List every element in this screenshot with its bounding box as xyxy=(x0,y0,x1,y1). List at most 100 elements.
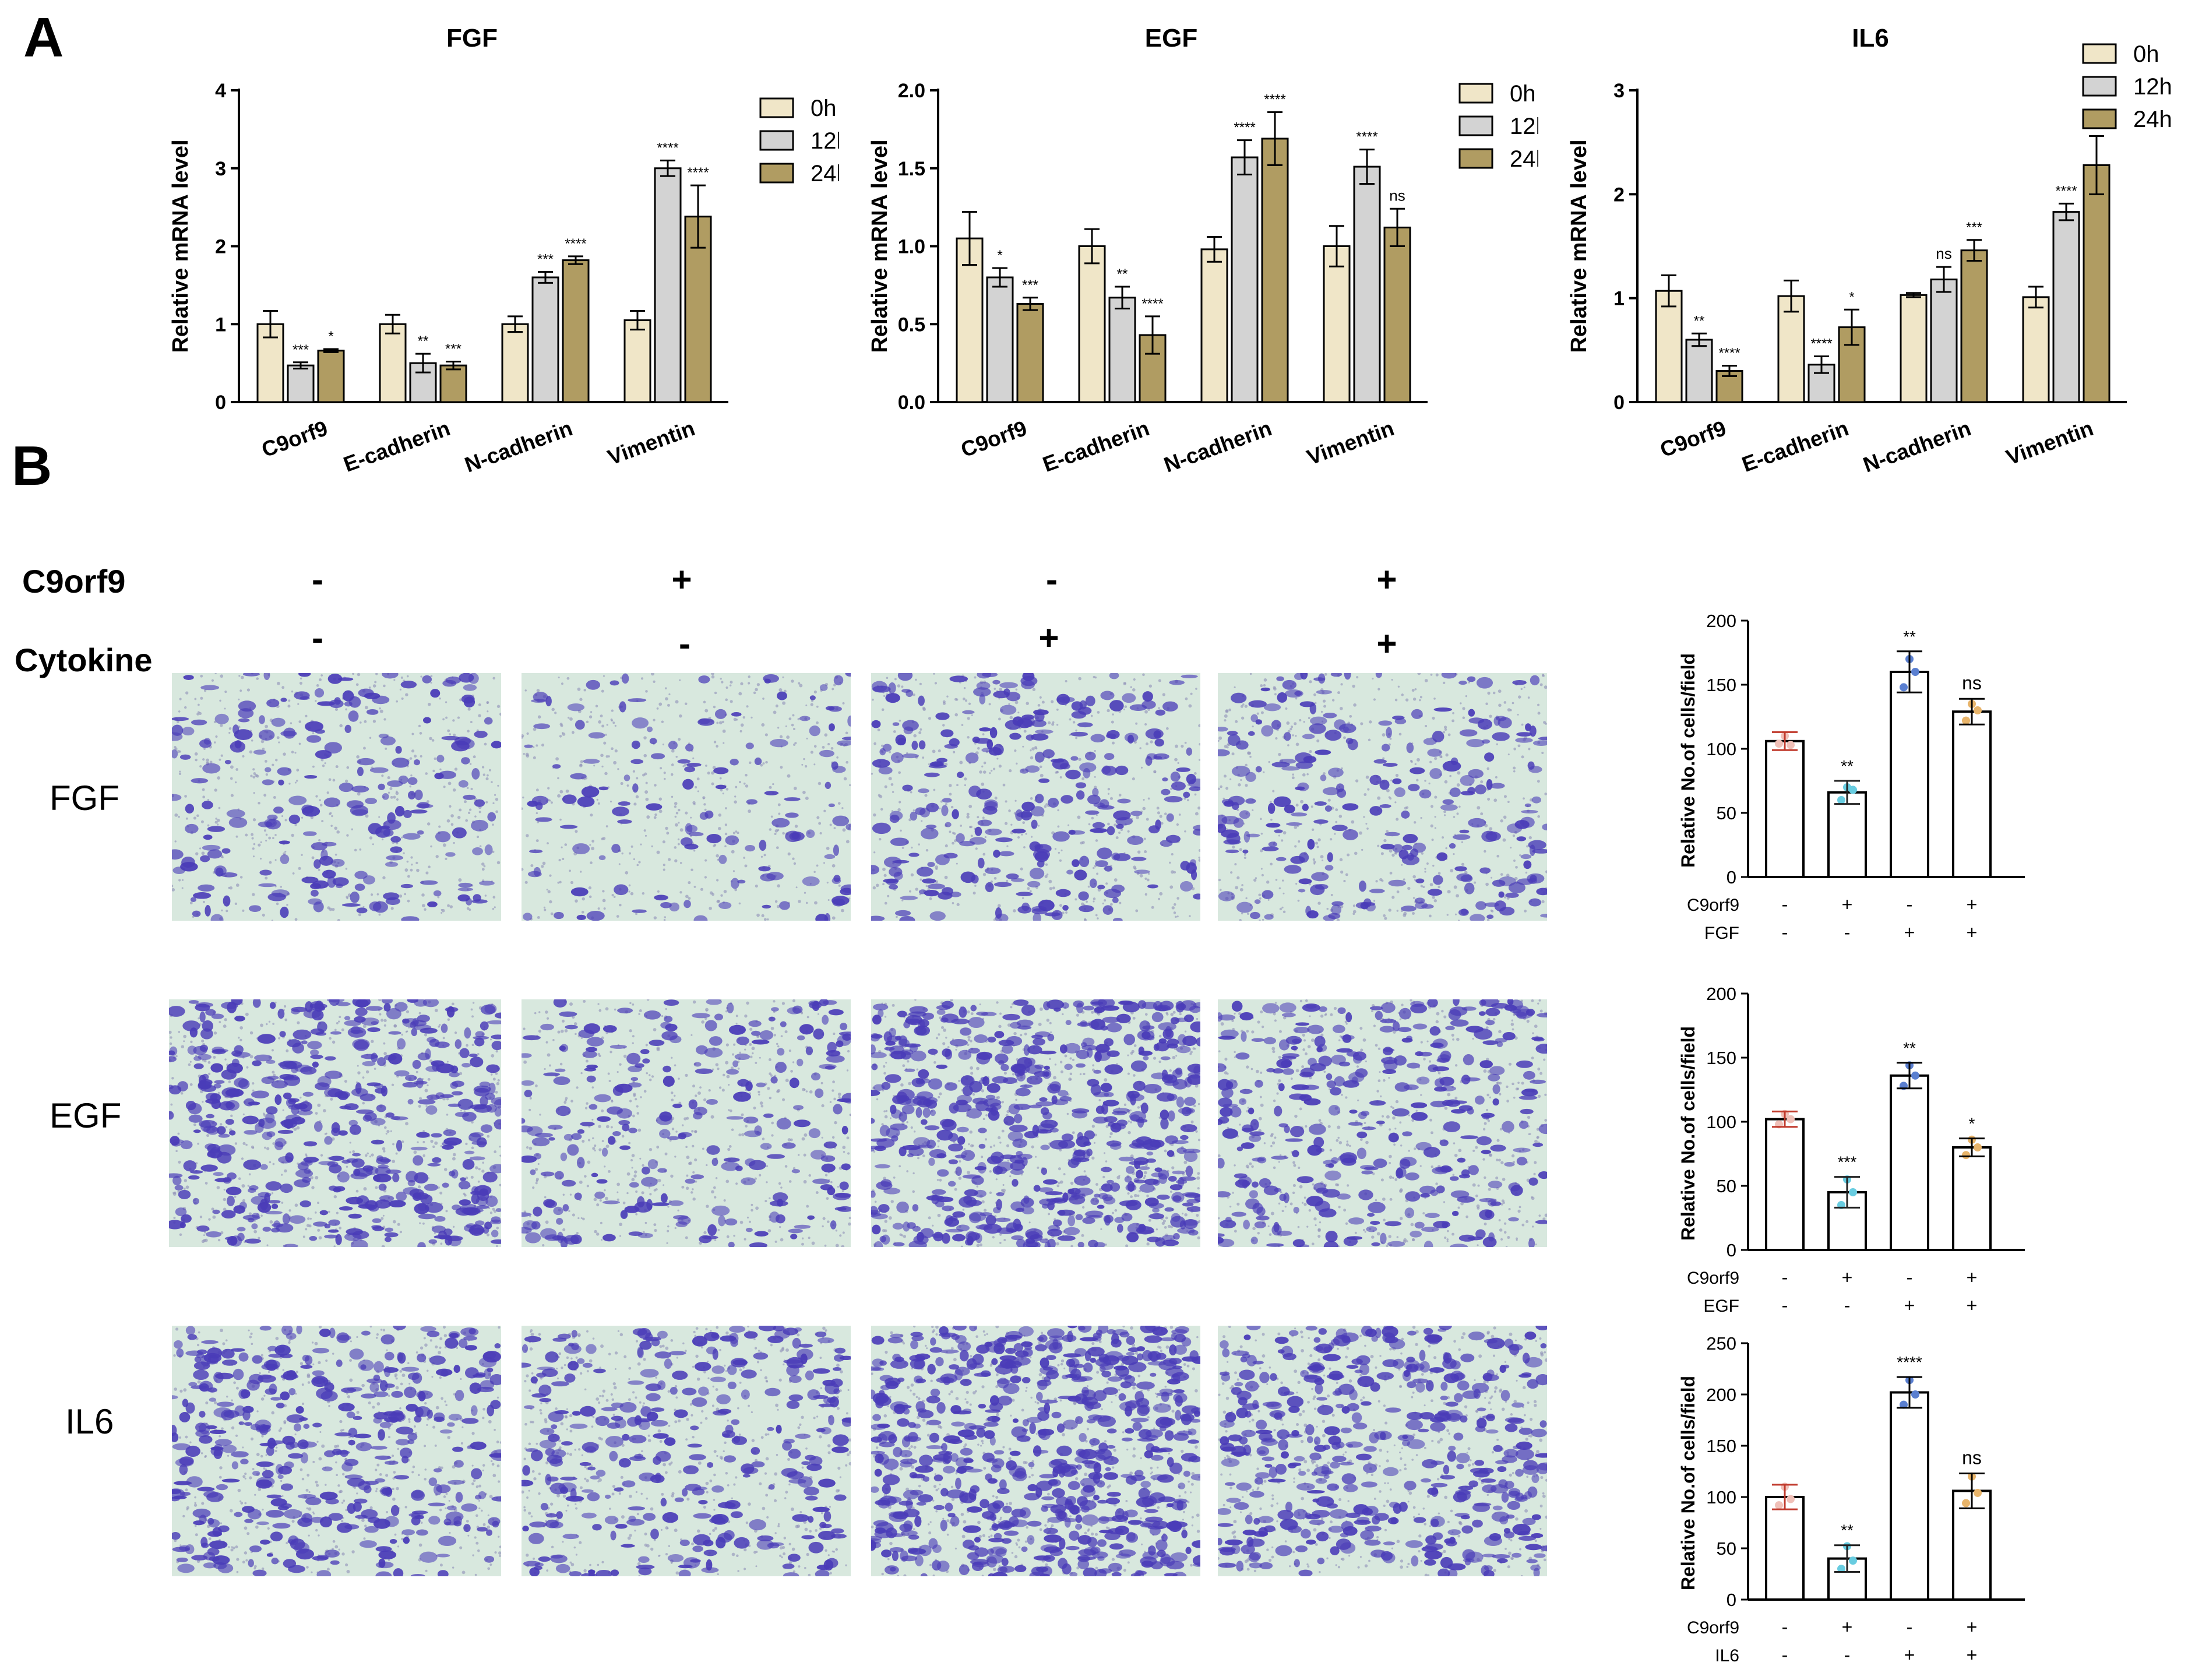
stained-cell xyxy=(198,1080,212,1090)
pore-speck xyxy=(1081,777,1085,781)
pore-speck xyxy=(332,779,336,782)
pore-speck xyxy=(485,801,488,804)
stained-cell xyxy=(831,878,841,885)
stained-cell xyxy=(244,1238,262,1244)
pore-speck xyxy=(811,1241,815,1245)
pore-speck xyxy=(383,718,386,721)
pore-speck xyxy=(575,830,578,833)
pore-speck xyxy=(1118,831,1121,834)
pore-speck xyxy=(835,1230,838,1232)
pore-speck xyxy=(365,1070,369,1074)
stained-cell xyxy=(406,1171,418,1183)
pore-speck xyxy=(818,822,822,825)
significance-label: **** xyxy=(1718,346,1740,361)
pore-speck xyxy=(784,1165,788,1168)
stained-cell xyxy=(871,915,885,921)
pore-speck xyxy=(770,1026,774,1030)
stained-cell xyxy=(789,832,805,841)
pore-speck xyxy=(1070,1245,1073,1247)
stained-cell xyxy=(554,1171,564,1180)
pore-speck xyxy=(1432,896,1435,899)
pore-speck xyxy=(1114,823,1117,827)
pore-speck xyxy=(440,1242,443,1245)
stained-cell xyxy=(1250,911,1260,920)
pore-speck xyxy=(848,784,851,787)
stained-cell xyxy=(693,915,708,921)
pore-speck xyxy=(478,811,481,813)
pore-speck xyxy=(217,1091,220,1094)
stained-cell xyxy=(427,901,438,907)
x-tick-label-n-cadherin: N-cadherin xyxy=(1860,416,1974,477)
pore-speck xyxy=(1244,705,1248,708)
pore-speck xyxy=(272,1070,275,1074)
pore-speck xyxy=(734,888,738,892)
stained-cell xyxy=(1382,762,1398,767)
stained-cell xyxy=(779,901,790,910)
stained-cell xyxy=(882,744,892,752)
stained-cell xyxy=(320,849,328,861)
stained-cell xyxy=(897,738,906,746)
pore-speck xyxy=(893,730,896,733)
pore-speck xyxy=(230,1114,233,1118)
stained-cell xyxy=(252,999,261,1008)
pore-speck xyxy=(495,810,499,813)
pore-speck xyxy=(266,1023,268,1026)
pore-speck xyxy=(371,1040,374,1043)
pore-speck xyxy=(378,816,380,818)
stained-cell xyxy=(384,1054,397,1061)
pore-speck xyxy=(1287,744,1289,746)
pore-speck xyxy=(1412,897,1415,899)
stained-cell xyxy=(254,1054,273,1062)
stained-cell xyxy=(1089,878,1097,888)
pore-speck xyxy=(1322,699,1326,703)
stained-cell xyxy=(924,772,940,777)
pore-speck xyxy=(1128,1130,1131,1135)
pore-speck xyxy=(806,1016,809,1019)
stained-cell xyxy=(819,749,835,758)
stained-cell xyxy=(484,844,493,855)
pore-speck xyxy=(1114,878,1118,882)
pore-speck xyxy=(430,1139,434,1143)
pore-speck xyxy=(410,856,413,859)
stained-cell xyxy=(993,882,1012,887)
pore-speck xyxy=(1506,874,1510,877)
pore-speck xyxy=(220,1123,223,1126)
pore-speck xyxy=(410,774,413,777)
pore-speck xyxy=(555,757,559,761)
pore-speck xyxy=(235,835,238,838)
stained-cell xyxy=(706,999,722,1005)
pore-speck xyxy=(633,1174,637,1178)
pore-speck xyxy=(963,698,966,700)
pore-speck xyxy=(530,864,534,868)
stained-cell xyxy=(494,1119,501,1130)
stained-cell xyxy=(390,836,401,843)
stained-cell xyxy=(1029,841,1041,851)
stained-cell xyxy=(237,1232,245,1241)
pore-speck xyxy=(484,742,487,746)
pore-speck xyxy=(1390,779,1393,782)
pore-speck xyxy=(598,720,601,724)
pore-speck xyxy=(915,887,918,891)
stained-cell xyxy=(586,679,601,690)
stained-cell xyxy=(172,794,182,801)
pore-speck xyxy=(1330,893,1333,896)
pore-speck xyxy=(547,787,550,790)
pore-speck xyxy=(251,833,254,836)
stained-cell xyxy=(218,1133,230,1138)
pore-speck xyxy=(792,999,796,1002)
pore-speck xyxy=(1430,805,1433,808)
stained-cell xyxy=(1030,733,1049,741)
pore-speck xyxy=(1225,709,1229,713)
pore-speck xyxy=(873,742,876,745)
stained-cell xyxy=(1142,691,1153,702)
stained-cell xyxy=(597,1116,611,1122)
stained-cell xyxy=(257,1202,272,1213)
stained-cell xyxy=(180,862,198,872)
cytokine-sign-3: + xyxy=(1038,618,1059,657)
pore-speck xyxy=(1513,859,1516,862)
stained-cell xyxy=(304,774,318,779)
pore-speck xyxy=(1396,818,1399,821)
pore-speck xyxy=(1104,1152,1106,1154)
stained-cell xyxy=(704,1047,723,1058)
stained-cell xyxy=(413,1155,424,1166)
